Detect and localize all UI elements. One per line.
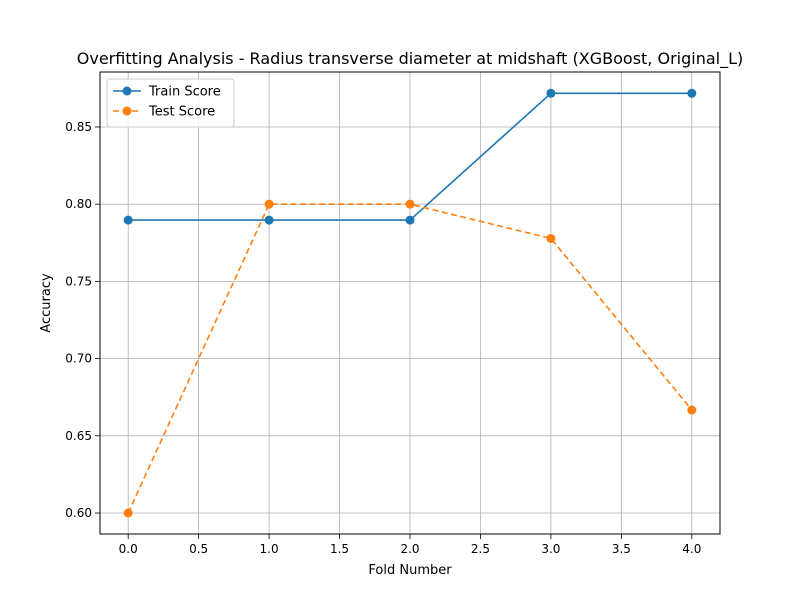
y-tick-label: 0.65 [65,429,92,443]
x-tick-label: 3.0 [541,542,560,556]
train-score-point [546,88,556,98]
x-tick-label: 1.5 [330,542,349,556]
x-tick-label: 2.5 [471,542,490,556]
y-tick-label: 0.85 [65,120,92,134]
test-score-point [123,508,133,518]
legend-train-score-marker [122,86,132,96]
chart-title: Overfitting Analysis - Radius transverse… [77,49,744,69]
legend-test-score-label: Test Score [148,105,215,120]
y-tick-label: 0.70 [65,352,92,366]
test-score-point [264,199,274,209]
y-axis-label: Accuracy [39,273,54,333]
x-tick-label: 1.0 [260,542,279,556]
x-tick-label: 3.5 [612,542,631,556]
x-tick-label: 2.0 [400,542,419,556]
train-score-point [405,215,415,225]
train-score-point [264,215,274,225]
y-tick-label: 0.60 [65,506,92,520]
axis-ticks: 0.0 0.5 1.0 1.5 2.0 2.5 3.0 3.5 4.0 0.60 0.65 0.70 0… [65,120,701,556]
legend-train-score-label: Train Score [148,85,221,100]
x-tick-label: 4.0 [682,542,701,556]
test-score-point [546,233,556,243]
legend: Train Score Test Score [106,78,235,128]
legend-test-score-marker [122,106,132,116]
y-tick-label: 0.75 [65,274,92,288]
test-score-point [405,199,415,209]
data-series [123,88,697,518]
x-tick-label: 0.0 [119,542,138,556]
train-score-point [687,88,697,98]
x-tick-label: 0.5 [189,542,208,556]
train-score-point [123,215,133,225]
test-score-point [687,405,697,415]
y-tick-label: 0.80 [65,197,92,211]
x-axis-label: Fold Number [368,563,452,578]
